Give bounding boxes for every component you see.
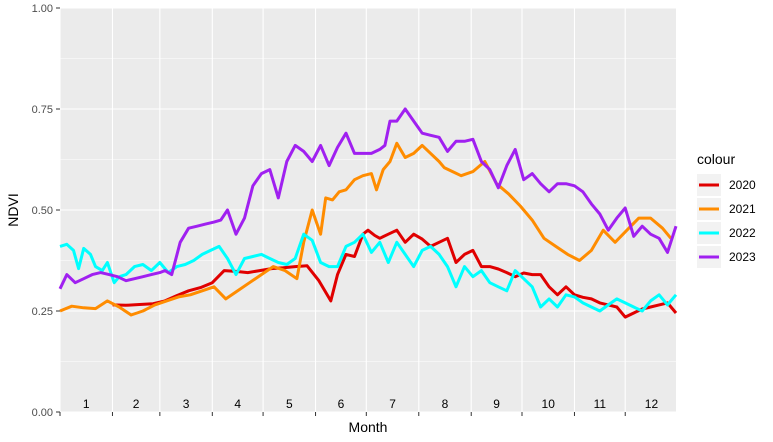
legend-label-2020: 2020	[729, 178, 756, 192]
y-tick-label: 0.25	[32, 306, 53, 318]
legend-title: colour	[697, 151, 735, 167]
y-axis-title: NDVI	[5, 193, 21, 226]
x-axis: 1 2 3 4 5 6 7 8 9 10 11 12	[59, 397, 659, 416]
month-label: 5	[286, 397, 293, 411]
y-tick-label: 0.50	[32, 205, 53, 217]
legend-items: 2020 2021 2022 2023	[697, 174, 756, 268]
month-label: 10	[542, 397, 556, 411]
month-label: 1	[83, 397, 90, 411]
month-label: 7	[389, 397, 396, 411]
series-line-2021	[59, 141, 673, 317]
x-axis-title: Month	[349, 419, 388, 435]
series-lines	[58, 107, 678, 319]
month-label: 12	[645, 397, 659, 411]
series-line-2023	[58, 107, 678, 290]
legend-label-2022: 2022	[729, 226, 756, 240]
month-label: 8	[442, 397, 449, 411]
legend-label-2021: 2021	[729, 202, 756, 216]
legend: colour 2020 2021 2022 2023	[697, 151, 756, 268]
series-line-2022	[59, 232, 678, 313]
month-label: 3	[183, 397, 190, 411]
legend-label-2023: 2023	[729, 250, 756, 264]
month-label: 4	[234, 397, 241, 411]
y-tick-label: 1.00	[32, 3, 53, 15]
minor-gridlines	[60, 58, 676, 362]
y-tick-label: 0.75	[32, 104, 53, 116]
y-axis: 0.00 0.25 0.50 0.75 1.00	[32, 3, 60, 419]
month-label: 11	[594, 397, 607, 411]
y-tick-label: 0.00	[32, 407, 53, 419]
month-label: 6	[338, 397, 345, 411]
month-label: 9	[493, 397, 500, 411]
month-label: 2	[133, 397, 140, 411]
